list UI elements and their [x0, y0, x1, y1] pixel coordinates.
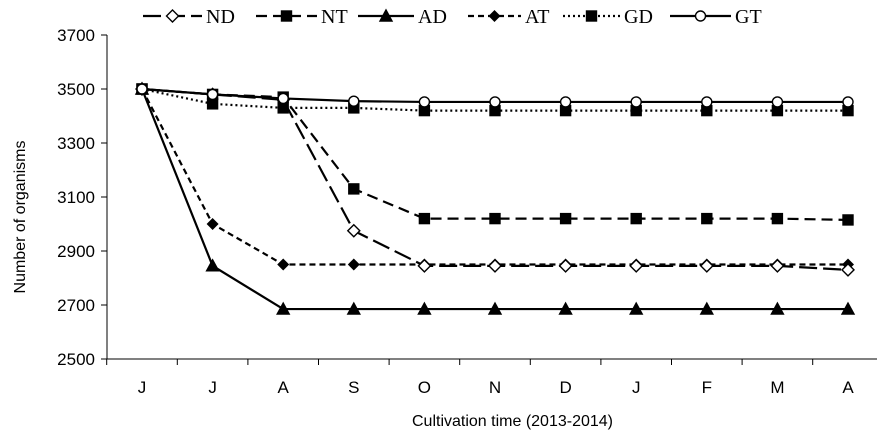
series-line — [140, 88, 848, 311]
square-marker — [559, 212, 572, 225]
y-tick-label: 2700 — [57, 296, 95, 315]
legend-label: AT — [525, 6, 549, 28]
legend-entry-ad: AD — [358, 6, 447, 28]
triangle-marker — [205, 258, 220, 272]
legend-label: GD — [624, 6, 653, 28]
square-marker — [842, 214, 854, 226]
y-ticks: 2500 2700 2900 3100 3300 3500 3700 — [57, 26, 107, 369]
open-circle-marker — [277, 92, 289, 105]
triangle-marker — [346, 301, 361, 315]
legend-entry-nt: NT — [256, 6, 348, 28]
open-diamond-marker — [699, 258, 714, 273]
legend-entry-at: AT — [468, 6, 549, 28]
open-diamond-marker — [165, 9, 180, 23]
series-gt — [136, 83, 854, 108]
x-tick-label: J — [138, 378, 147, 397]
x-tick-label: N — [489, 378, 501, 397]
x-tick-label: J — [632, 378, 641, 397]
series-line — [141, 87, 849, 222]
legend-entry-gt: GT — [670, 6, 762, 28]
y-tick-label: 2500 — [57, 350, 95, 369]
open-circle-marker — [418, 96, 431, 108]
square-marker — [418, 212, 431, 225]
open-diamond-marker — [841, 262, 855, 277]
y-axis-title: Number of organisms — [12, 141, 29, 294]
triangle-marker — [840, 301, 856, 315]
y-tick-label: 3700 — [57, 26, 95, 45]
legend-label: AD — [418, 6, 447, 28]
x-tick-label: A — [842, 378, 854, 397]
legend-label: ND — [206, 6, 235, 28]
legend-entry-nd: ND — [143, 6, 235, 28]
triangle-marker — [558, 301, 573, 315]
square-marker — [489, 212, 501, 225]
open-diamond-marker — [629, 258, 644, 273]
legend-label: NT — [321, 6, 348, 28]
square-marker — [280, 10, 293, 22]
diamond-marker — [488, 10, 501, 22]
open-circle-marker — [489, 96, 501, 108]
diamond-marker — [206, 218, 219, 230]
square-marker — [701, 212, 713, 225]
y-tick-label: 3300 — [57, 134, 95, 153]
open-circle-marker — [630, 96, 642, 108]
square-marker — [585, 10, 598, 22]
square-marker — [771, 212, 784, 225]
series-line — [141, 87, 848, 112]
triangle-marker — [417, 301, 432, 315]
plot-area: 2500 2700 2900 3100 3300 3500 3700 J J A S O N D J F M A — [57, 26, 877, 397]
square-marker — [277, 102, 289, 114]
square-marker — [348, 183, 360, 195]
open-circle-marker — [842, 96, 854, 108]
legend-label: GT — [735, 6, 762, 28]
open-circle-marker — [206, 88, 219, 101]
y-tick-label: 3500 — [57, 80, 95, 99]
square-marker — [630, 212, 642, 225]
x-axis-title: Cultivation time (2013-2014) — [412, 413, 613, 430]
y-tick-label: 2900 — [57, 242, 95, 261]
triangle-marker — [276, 301, 291, 315]
open-diamond-marker — [417, 258, 432, 273]
open-circle-marker — [694, 10, 707, 22]
open-circle-marker — [559, 96, 572, 108]
open-circle-marker — [348, 95, 360, 107]
series-nd — [135, 82, 855, 277]
x-tick-label: M — [770, 378, 784, 397]
x-tick-label: F — [702, 378, 712, 397]
x-tick-label: A — [278, 378, 290, 397]
diamond-marker — [277, 258, 290, 271]
open-circle-marker — [771, 96, 784, 108]
series-group — [134, 81, 856, 315]
open-diamond-marker — [346, 223, 361, 238]
diamond-marker — [347, 258, 360, 271]
open-circle-marker — [701, 96, 713, 108]
open-diamond-marker — [558, 258, 573, 273]
triangle-marker — [699, 301, 714, 315]
x-tick-label: O — [418, 378, 431, 397]
triangle-marker — [487, 301, 503, 315]
open-diamond-marker — [770, 258, 785, 273]
legend-entry-gd: GD — [563, 6, 653, 28]
triangle-marker — [629, 301, 644, 315]
open-diamond-marker — [488, 258, 502, 273]
legend: ND NT AD AT GD GT — [143, 6, 762, 28]
square-marker — [206, 98, 219, 110]
x-tick-label: J — [208, 378, 217, 397]
x-tick-label: D — [559, 378, 571, 397]
triangle-marker — [378, 8, 394, 22]
x-tick-label: S — [348, 378, 359, 397]
series-ad — [134, 81, 856, 315]
open-circle-marker — [136, 83, 148, 95]
triangle-marker — [770, 301, 785, 315]
y-tick-label: 3100 — [57, 188, 95, 207]
